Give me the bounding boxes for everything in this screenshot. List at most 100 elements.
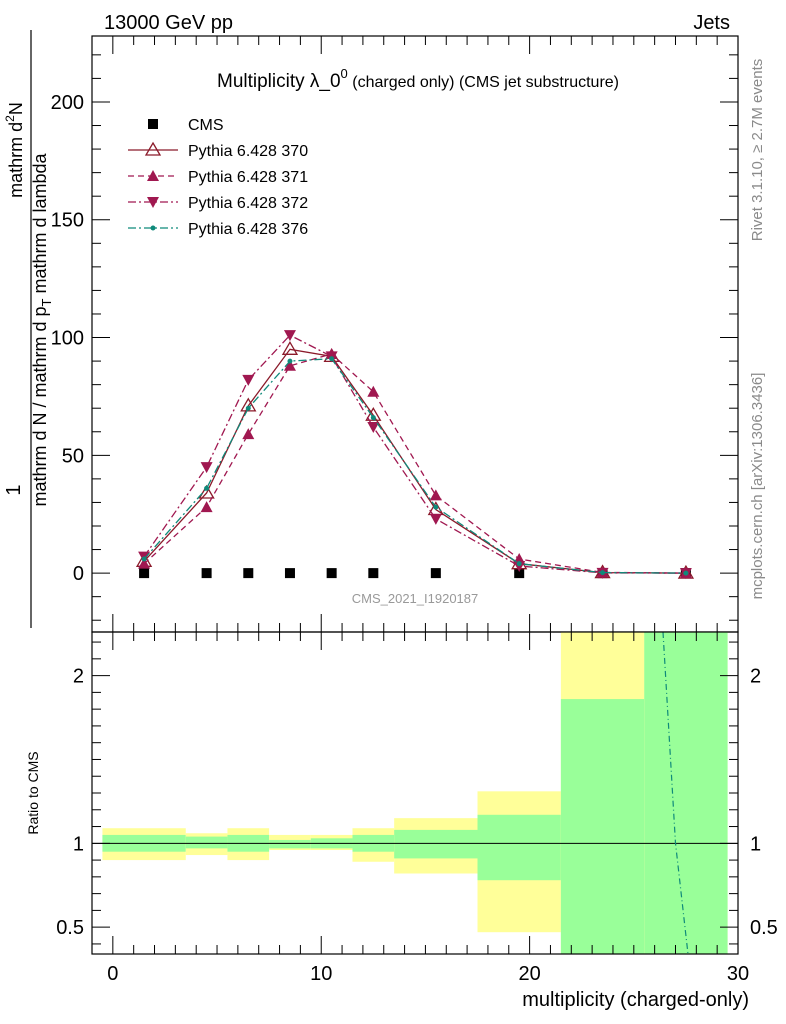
data-point (513, 561, 526, 573)
legend-marker (147, 170, 159, 181)
main-series (135, 330, 695, 580)
data-point (283, 359, 296, 371)
data-point (516, 561, 522, 567)
main-tick-labels: 0 50 100 150 200 (51, 92, 84, 585)
analysis-watermark: CMS_2021_I1920187 (352, 591, 479, 606)
ratio-xtick-label: 10 (310, 963, 332, 985)
data-point (139, 568, 150, 579)
legend-entry: Pythia 6.428 370 (128, 141, 308, 160)
ratio-xtick-label: 30 (727, 963, 749, 985)
rivet-label: Rivet 3.1.10, ≥ 2.7M events (749, 59, 766, 242)
ratio-band-green (269, 839, 311, 849)
series-line (143, 358, 686, 574)
legend-entry: CMS (148, 117, 224, 134)
data-point (242, 428, 255, 440)
header-left: 13000 GeV pp (104, 12, 233, 34)
legend-marker (150, 225, 156, 231)
legend: CMS Pythia 6.428 370 Pythia 6.428 371 Pythi… (128, 117, 308, 238)
main-panel: 0 50 100 150 200 CMS_2021_I1920187 Multiplic… (51, 35, 739, 633)
ratio-band-green (394, 829, 478, 859)
series-pythia-3 (138, 330, 692, 580)
ratio-band-green (560, 699, 645, 954)
legend-entry: Pythia 6.428 372 (128, 195, 308, 212)
data-point (287, 358, 293, 364)
data-point (198, 484, 215, 499)
legend-entry: Pythia 6.428 371 (128, 169, 308, 186)
ratio-ytick-label-right: 0.5 (750, 917, 778, 939)
data-point (514, 568, 525, 579)
data-point (245, 405, 251, 411)
data-point (281, 341, 299, 355)
data-point (429, 489, 442, 501)
series-line (143, 334, 686, 574)
ratio-ytick-label-right: 2 (750, 666, 761, 688)
ratio-xtick-label: 0 (107, 963, 118, 985)
ratio-bands (102, 632, 728, 954)
data-point (368, 568, 379, 579)
xlabel: multiplicity (charged-only) (522, 989, 749, 1011)
data-point (242, 374, 255, 386)
series-pythia-1 (135, 341, 695, 579)
mcplots-label: mcplots.cern.ch [arXiv:1306.3436] (749, 373, 766, 600)
data-point (204, 485, 210, 491)
ratio-band-green (185, 836, 228, 849)
data-point (365, 406, 382, 421)
main-ytick-label: 0 (73, 563, 84, 585)
legend-label: CMS (188, 117, 224, 134)
data-point (138, 557, 151, 569)
data-point (243, 568, 254, 579)
ratio-panel: 0.5 0.51 12 20 10 20 30 Ratio to CMS multiplic… (25, 631, 778, 1011)
data-point (201, 568, 212, 579)
data-point (367, 385, 380, 397)
main-ytick-label: 50 (62, 445, 84, 467)
ratio-ylabel: Ratio to CMS (25, 751, 41, 834)
ratio-ticks (91, 632, 739, 954)
header-right: Jets (693, 12, 730, 34)
series-line (143, 348, 686, 574)
legend-entry: Pythia 6.428 376 (128, 221, 308, 238)
ratio-ytick-label-left: 0.5 (56, 917, 84, 939)
ratio-line-pythia-376 (662, 631, 689, 955)
data-point (141, 556, 147, 562)
data-point (433, 504, 439, 510)
legend-marker (148, 119, 158, 129)
legend-marker (147, 197, 159, 208)
ratio-band-green (644, 632, 728, 954)
legend-label: Pythia 6.428 370 (188, 143, 308, 160)
data-point (430, 568, 441, 579)
series-line (143, 353, 686, 574)
data-point (283, 330, 296, 342)
main-ytick-label: 150 (51, 210, 84, 232)
ylabel-numerator: 1 (3, 484, 25, 495)
data-point (329, 356, 335, 362)
main-ticks (92, 36, 739, 632)
main-ytick-label: 200 (51, 92, 84, 114)
ylabel-denominator: mathrm d N / mathrm d pT mathrm d lambda (30, 152, 54, 506)
data-point (367, 422, 380, 434)
data-point (200, 462, 213, 474)
data-point (200, 501, 213, 513)
legend-label: Pythia 6.428 372 (188, 195, 308, 212)
series-pythia-4 (141, 356, 689, 576)
data-point (326, 568, 337, 579)
data-point (683, 570, 689, 576)
data-point (370, 415, 376, 421)
data-point (429, 513, 442, 525)
ratio-ytick-label-left: 2 (73, 666, 84, 688)
main-title: Multiplicity λ_00 (charged only) (CMS je… (217, 66, 619, 92)
data-point (600, 570, 606, 576)
ratio-tick-labels: 0.5 0.51 12 20 10 20 30 (56, 666, 778, 985)
data-point (284, 568, 295, 579)
ratio-ytick-label-right: 1 (750, 833, 761, 855)
legend-marker (144, 141, 162, 156)
ratio-band-green (477, 814, 561, 881)
ratio-ytick-label-left: 1 (73, 833, 84, 855)
ylabel-top: mathrm d2N (3, 102, 26, 198)
data-point (240, 397, 257, 412)
ratio-xtick-label: 20 (518, 963, 540, 985)
legend-label: Pythia 6.428 371 (188, 169, 308, 186)
main-ylabel: 1 mathrm d N / mathrm d pT mathrm d lamb… (3, 30, 54, 628)
legend-label: Pythia 6.428 376 (188, 221, 308, 238)
main-ytick-label: 100 (51, 328, 84, 350)
